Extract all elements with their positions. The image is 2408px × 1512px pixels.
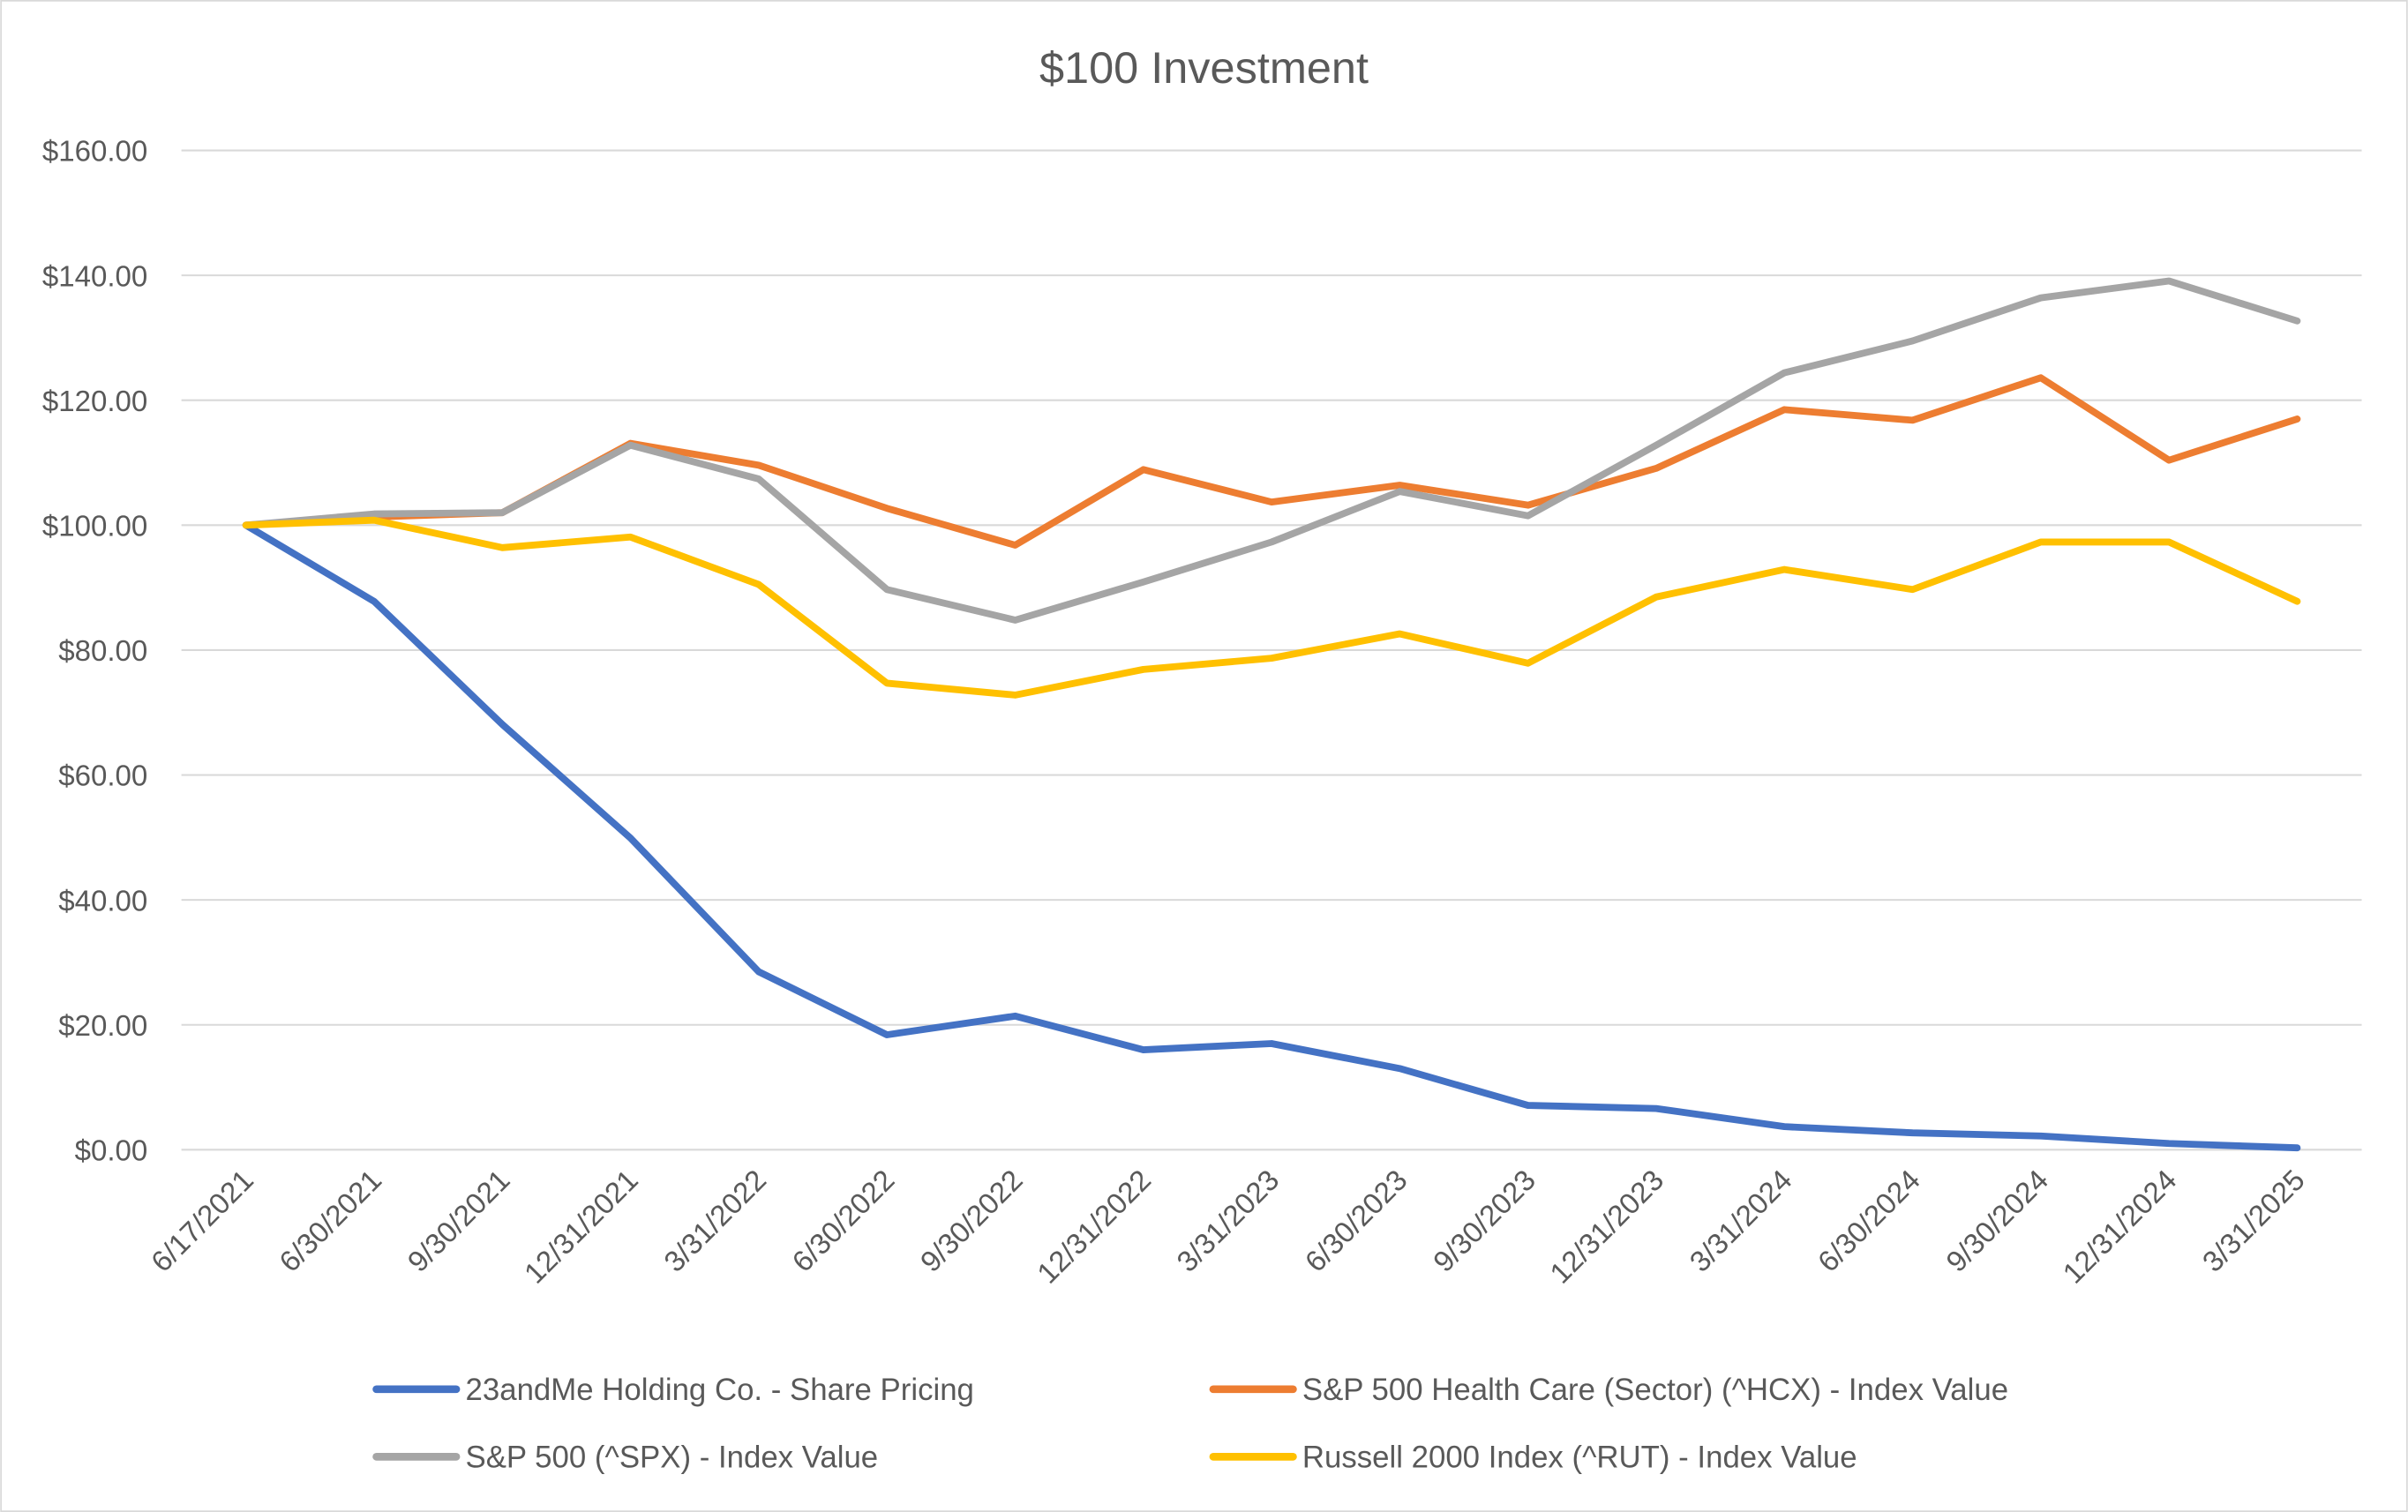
series-line-0 (242, 521, 2301, 1152)
y-tick-label: $140.00 (42, 260, 147, 293)
series-line-2 (242, 277, 2301, 624)
y-tick-label: $60.00 (58, 760, 147, 793)
y-tick-label: $100.00 (42, 511, 147, 543)
y-tick-label: $40.00 (58, 885, 147, 917)
legend-label: Russell 2000 Index (^RUT) - Index Value (1302, 1441, 1857, 1475)
chart-title: $100 Investment (1039, 42, 1369, 93)
legend-label: 23andMe Holding Co. - Share Pricing (466, 1373, 974, 1407)
series-line-3 (242, 516, 2301, 699)
y-tick-label: $20.00 (58, 1010, 147, 1043)
y-tick-label: $0.00 (75, 1135, 148, 1168)
legend-label: S&P 500 Health Care (Sector) (^HCX) - In… (1302, 1373, 2008, 1407)
legend-label: S&P 500 (^SPX) - Index Value (466, 1441, 879, 1475)
y-tick-label: $160.00 (42, 136, 147, 168)
y-tick-label: $120.00 (42, 385, 147, 418)
y-tick-label: $80.00 (58, 635, 147, 668)
